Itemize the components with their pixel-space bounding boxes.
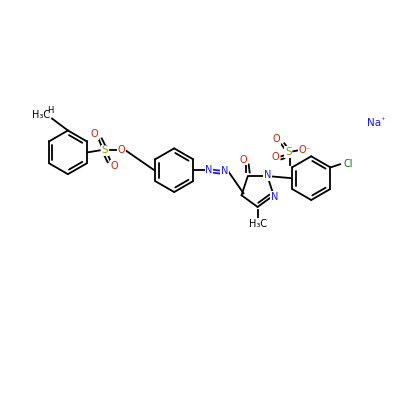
Text: ⁻: ⁻	[305, 145, 309, 154]
Text: S: S	[285, 147, 292, 157]
Text: N: N	[221, 166, 228, 176]
Text: N: N	[205, 165, 213, 175]
Text: O: O	[273, 134, 280, 144]
Text: N: N	[264, 170, 271, 180]
Text: ⁺: ⁺	[381, 116, 385, 125]
Text: O: O	[118, 145, 126, 155]
Text: O: O	[240, 154, 248, 164]
Text: O: O	[111, 161, 118, 171]
Text: O: O	[298, 145, 306, 155]
Text: Cl: Cl	[343, 159, 353, 169]
Text: O: O	[272, 152, 279, 162]
Text: H: H	[47, 106, 53, 114]
Text: O: O	[91, 130, 99, 140]
Text: Na: Na	[367, 118, 381, 128]
Text: H₃C: H₃C	[248, 219, 267, 229]
Text: S: S	[102, 145, 108, 155]
Text: N: N	[271, 192, 278, 202]
Text: H₃C: H₃C	[32, 110, 50, 120]
